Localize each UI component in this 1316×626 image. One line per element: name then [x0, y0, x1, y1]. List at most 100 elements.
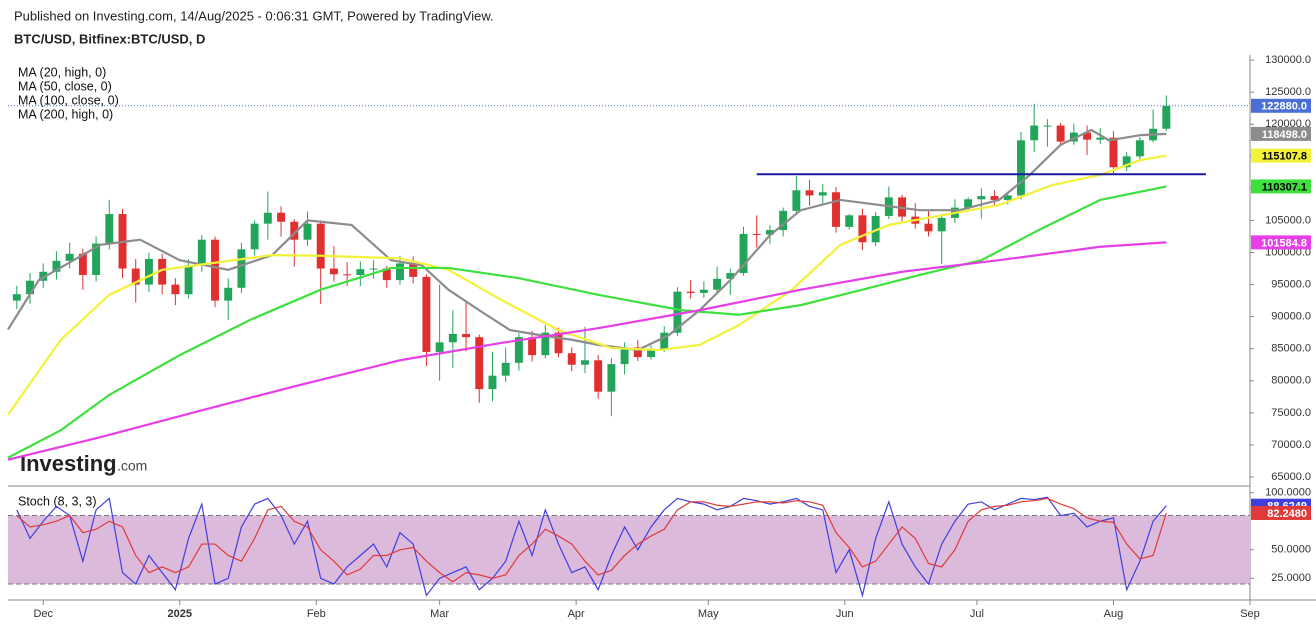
candle-body: [1162, 105, 1171, 129]
published-note: Published on Investing.com, 14/Aug/2025 …: [14, 8, 494, 23]
candle-body: [1003, 195, 1012, 200]
x-tick-label: 2025: [168, 608, 192, 620]
candle-body: [462, 333, 471, 338]
candle-body: [528, 337, 537, 356]
stoch-tag: 82.2480: [1267, 508, 1307, 520]
candle-body: [739, 233, 748, 274]
candle-body: [448, 333, 457, 343]
ma-tag-bg: [1251, 126, 1311, 141]
y-tick-label: 50.0000: [1271, 544, 1311, 556]
candle-body: [594, 360, 603, 392]
candle-body: [1083, 132, 1092, 140]
candle-body: [197, 239, 206, 266]
candle-body: [316, 223, 325, 269]
last-price-tag-bg: [1251, 98, 1311, 113]
candle-body: [964, 199, 973, 208]
stoch-title: Stoch (8, 3, 3): [18, 494, 97, 508]
x-tick-label: Aug: [1104, 608, 1124, 620]
ma-tag: 118498.0: [1262, 129, 1307, 141]
candle-body: [1122, 156, 1131, 168]
ma-tag-bg: [1251, 235, 1311, 250]
y-tick-label: 70000.0: [1271, 439, 1311, 451]
candle-body: [1109, 137, 1118, 168]
candle-body: [871, 215, 880, 243]
candle-body: [1017, 140, 1025, 196]
candle-body: [158, 258, 167, 285]
candle-body: [1056, 125, 1065, 142]
y-tick-label: 130000.0: [1265, 54, 1311, 66]
candle-body: [224, 287, 233, 301]
y-tick-label: 25.0000: [1271, 572, 1311, 584]
candle-body: [660, 332, 669, 350]
candle-body: [211, 239, 219, 301]
candle-body: [726, 273, 735, 279]
y-tick-label: 100.0000: [1265, 487, 1311, 499]
candle-body: [792, 190, 801, 211]
candle-body: [290, 221, 299, 240]
candle-body: [144, 258, 153, 285]
candle-body: [92, 243, 101, 275]
candle-body: [237, 249, 246, 288]
legend-entry: MA (100, close, 0): [18, 93, 119, 107]
y-tick-label: 80000.0: [1271, 375, 1311, 387]
x-tick-label: May: [698, 608, 719, 620]
candle-body: [713, 278, 722, 290]
candle-body: [356, 269, 365, 275]
ma-tag: 101584.8: [1261, 237, 1307, 249]
candle-body: [422, 276, 431, 352]
candle-body: [1043, 125, 1052, 127]
candle-body: [52, 260, 61, 272]
candle-body: [699, 289, 708, 293]
candle-body: [501, 362, 510, 376]
candle-body: [78, 253, 87, 275]
candle-body: [26, 280, 34, 295]
candle-body: [620, 347, 629, 365]
y-tick-label: 75000.0: [1271, 407, 1311, 419]
candle-body: [39, 271, 48, 281]
candle-body: [805, 190, 814, 196]
candle-body: [567, 353, 576, 365]
moving-average-line: [7, 128, 1167, 352]
candle-body: [686, 291, 695, 293]
ma-tag: 110307.1: [1262, 181, 1307, 193]
candle-body: [12, 294, 21, 301]
candle-body: [263, 212, 272, 224]
y-tick-label: 65000.0: [1271, 471, 1311, 483]
candle-body: [845, 215, 854, 227]
x-tick-label: Sep: [1240, 608, 1260, 620]
logo-suffix: .com: [117, 458, 147, 474]
candle-body: [633, 347, 642, 358]
candle-body: [475, 337, 484, 390]
candle-body: [765, 230, 774, 235]
candle-body: [1135, 140, 1144, 157]
candle-body: [131, 268, 140, 285]
candle-body: [924, 223, 933, 232]
y-tick-label: 100000.0: [1265, 246, 1311, 258]
candle-body: [937, 217, 946, 232]
x-tick-label: Apr: [568, 608, 585, 620]
candle-body: [541, 332, 550, 356]
candle-body: [858, 215, 867, 243]
moving-average-line: [7, 154, 1167, 416]
candle-body: [673, 291, 682, 333]
ma-tag: 115107.8: [1262, 151, 1307, 163]
candle-body: [818, 192, 827, 196]
stoch-line: [16, 497, 1167, 583]
moving-average-line: [7, 241, 1167, 461]
legend-entry: MA (20, high, 0): [18, 65, 106, 79]
candle-body: [382, 268, 391, 281]
candle-body: [369, 268, 378, 270]
y-tick-label: 125000.0: [1265, 86, 1311, 98]
symbol-title: BTC/USD, Bitfinex:BTC/USD, D: [14, 31, 205, 46]
candle-body: [105, 214, 114, 244]
x-tick-label: Jul: [970, 608, 984, 620]
legend-entry: MA (50, close, 0): [18, 79, 112, 93]
candle-body: [977, 196, 986, 200]
logo: Investing: [20, 451, 117, 476]
candle-body: [435, 342, 444, 352]
candle-body: [250, 223, 259, 250]
y-tick-label: 105000.0: [1265, 214, 1311, 226]
candle-body: [303, 223, 312, 240]
x-tick-label: Jun: [836, 608, 854, 620]
